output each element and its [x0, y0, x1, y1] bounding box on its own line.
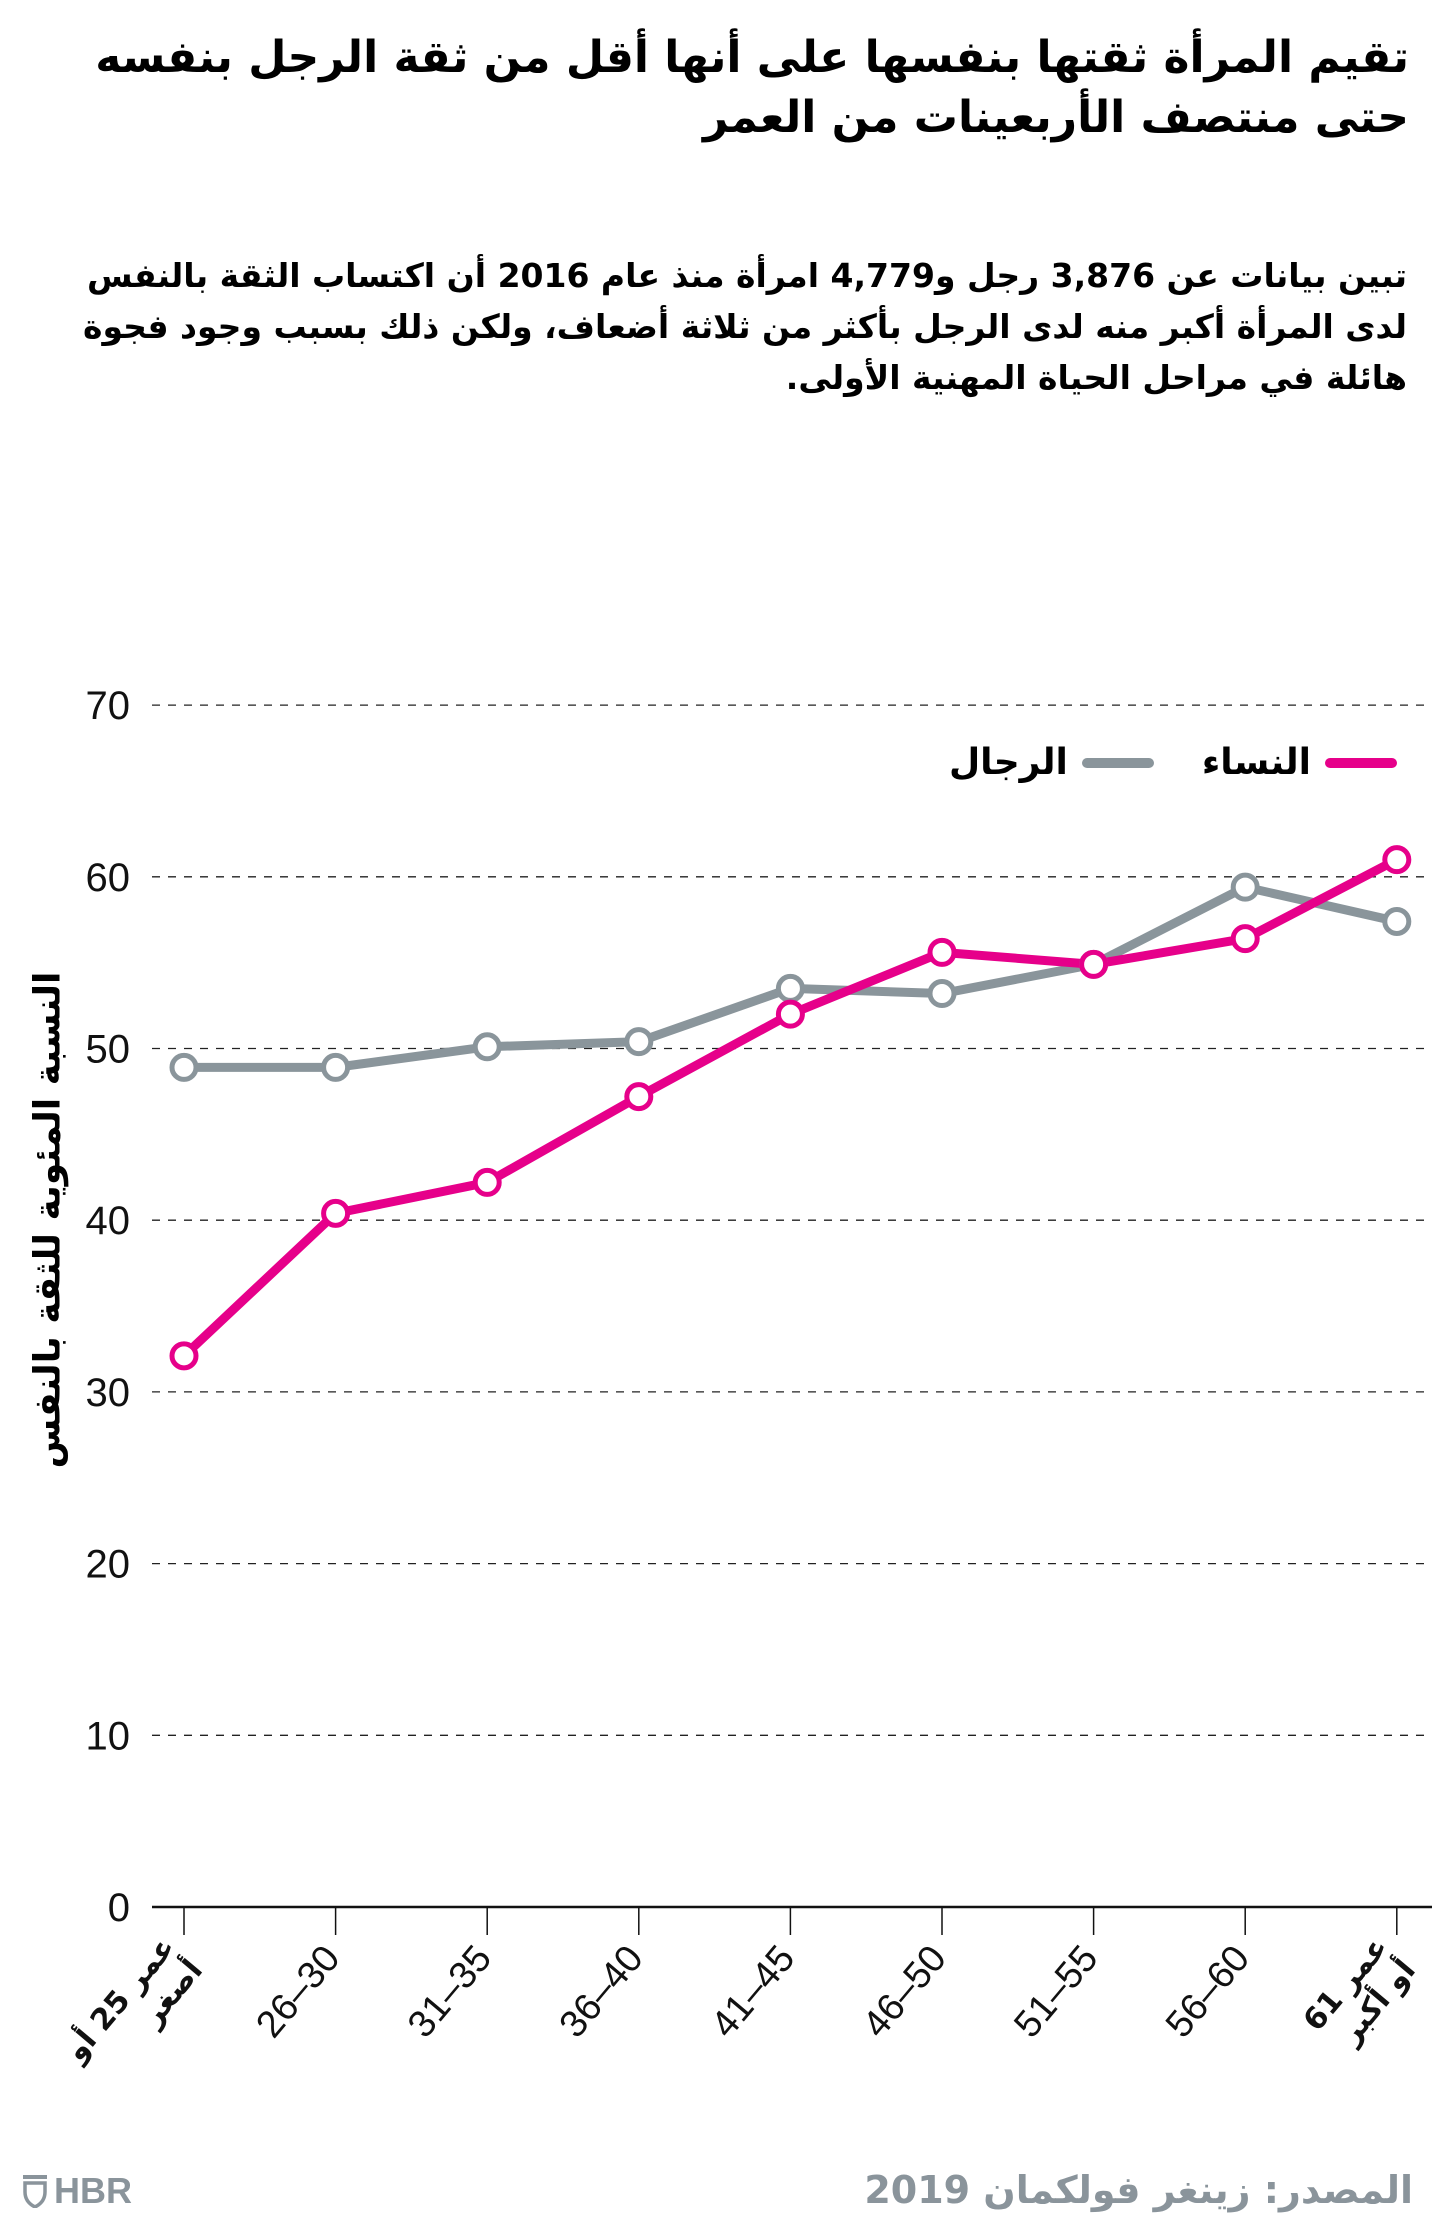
y-tick-label: 30 — [86, 1371, 131, 1415]
women-line — [179, 855, 1402, 1361]
x-tick-label: 31–35 — [400, 1938, 500, 2046]
women-data-point — [1382, 845, 1412, 875]
x-tick-label: 41–45 — [703, 1938, 803, 2046]
legend-women-label: النساء — [1201, 742, 1311, 783]
men-data-point — [169, 1052, 199, 1082]
shield-icon — [23, 2175, 47, 2208]
y-axis-ticks: 0 10 20 30 40 50 60 70 — [86, 684, 131, 1930]
x-tick-label: 51–55 — [1006, 1938, 1106, 2046]
legend-item-women: النساء — [1202, 742, 1397, 783]
svg-text:51–55: 51–55 — [1006, 1938, 1106, 2046]
hbr-logo-text: HBR — [54, 2170, 132, 2211]
svg-text:56–60: 56–60 — [1158, 1938, 1258, 2046]
source-note: المصدر: زينغر فولكمان 2019 — [864, 2168, 1413, 2212]
women-data-point — [927, 937, 957, 967]
chart-title: تقيم المرأة ثقتها بنفسها على أنها أقل من… — [95, 32, 1409, 143]
chart-subtitle: تبين بيانات عن 3,876 رجل و4,779 امرأة من… — [82, 256, 1407, 397]
women-data-point — [1230, 924, 1260, 954]
men-data-point — [1382, 906, 1412, 936]
men-data-point — [1230, 872, 1260, 902]
men-data-point — [321, 1052, 351, 1082]
women-data-point — [169, 1341, 199, 1371]
x-tick-label: 36–40 — [552, 1938, 652, 2046]
men-swatch-icon — [1081, 757, 1154, 768]
legend-item-men: الرجال — [949, 742, 1154, 783]
women-data-point — [624, 1082, 654, 1112]
svg-text:41–45: 41–45 — [703, 1938, 803, 2046]
women-swatch-icon — [1325, 757, 1397, 768]
legend-men-label: الرجال — [948, 742, 1068, 783]
women-data-point — [1079, 949, 1109, 979]
y-tick-label: 20 — [86, 1543, 131, 1587]
x-tick-label: 46–50 — [855, 1938, 955, 2046]
men-data-point — [472, 1032, 502, 1062]
women-data-point — [472, 1167, 502, 1197]
svg-text:36–40: 36–40 — [552, 1938, 652, 2046]
svg-text:26–30: 26–30 — [248, 1938, 348, 2046]
x-tick-label: 26–30 — [248, 1938, 348, 2046]
svg-text:46–50: 46–50 — [855, 1938, 955, 2046]
men-data-point — [624, 1027, 654, 1057]
hbr-logo: HBR — [22, 2170, 132, 2212]
y-tick-label: 0 — [108, 1886, 130, 1930]
y-tick-label: 60 — [86, 856, 131, 900]
men-data-point — [775, 973, 805, 1003]
men-data-point — [927, 979, 957, 1009]
x-tick-label: 56–60 — [1158, 1938, 1258, 2046]
y-tick-label: 10 — [86, 1714, 131, 1758]
gridlines — [152, 704, 1432, 1736]
women-data-point — [321, 1198, 351, 1228]
y-tick-label: 70 — [86, 684, 131, 728]
y-tick-label: 50 — [86, 1028, 131, 1072]
women-data-point — [775, 999, 805, 1029]
svg-text:31–35: 31–35 — [400, 1938, 500, 2046]
y-tick-label: 40 — [86, 1199, 131, 1243]
data-series — [169, 845, 1412, 1371]
legend: النساء الرجال — [919, 742, 1397, 783]
